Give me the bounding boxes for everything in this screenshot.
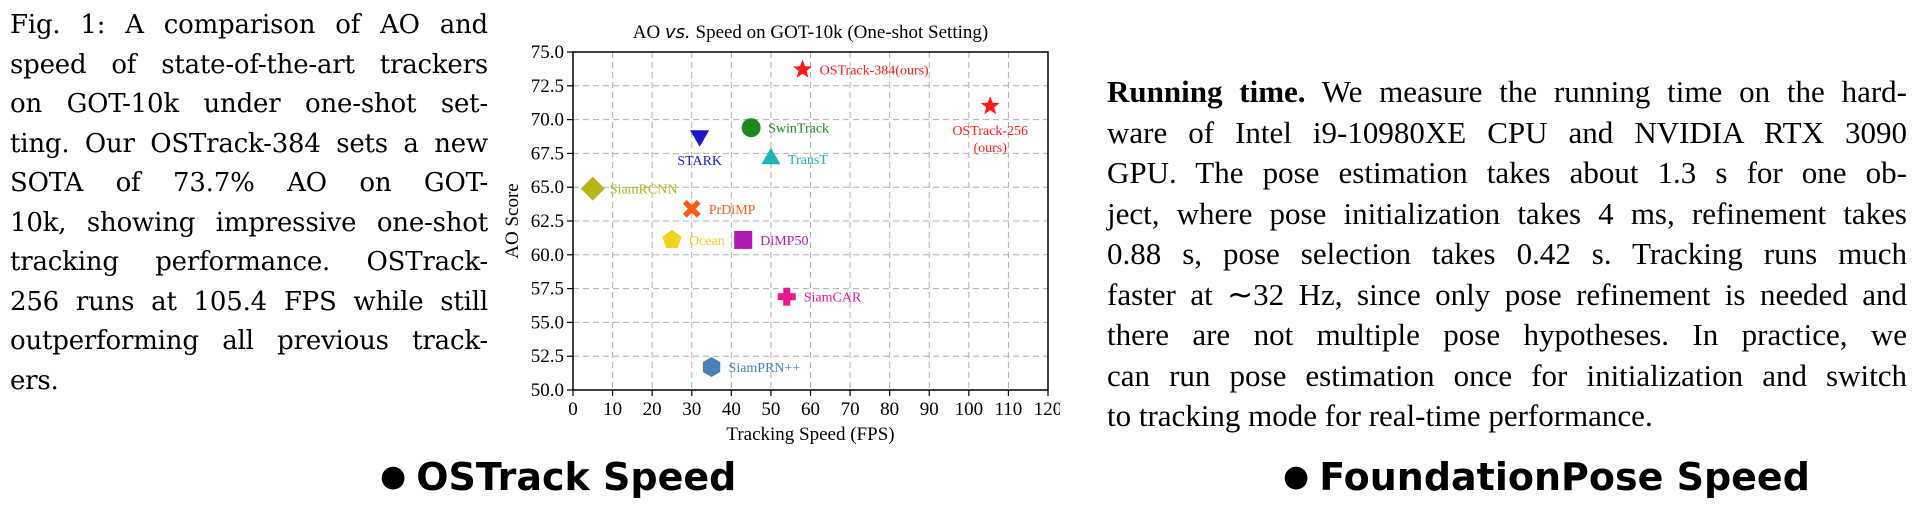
y-tick-label: 60.0 <box>531 245 564 266</box>
paragraph-line: GPU. The pose estimation takes about 1.3… <box>1107 155 1907 190</box>
paragraph-line: there are not multiple pose hypotheses. … <box>1107 317 1907 352</box>
point-label-dimp50: DiMP50 <box>760 234 808 249</box>
y-tick-label: 62.5 <box>531 211 564 232</box>
running-time-paragraph: Running time. We measure the running tim… <box>1107 72 1907 437</box>
point-label-stark: STARK <box>677 154 722 169</box>
chart-svg: AO vs. Speed on GOT-10k (One-shot Settin… <box>502 22 1060 445</box>
y-tick-label: 72.5 <box>531 76 564 97</box>
x-tick-label: 50 <box>761 399 780 420</box>
point-swintrack <box>741 118 761 138</box>
chart-title-suffix: Speed on GOT-10k (One-shot Setting) <box>691 22 988 43</box>
y-tick-label: 70.0 <box>531 110 564 131</box>
caption-line: 256 runs at 105.4 FPS while still <box>10 286 488 317</box>
caption-line: on GOT-10k under one-shot set- <box>10 89 488 119</box>
y-tick-label: 67.5 <box>531 143 564 164</box>
paragraph-line: ject, where pose initialization takes 4 … <box>1107 195 1907 231</box>
paragraph-line: ware of Intel i9-10980XE CPU and NVIDIA … <box>1107 114 1907 150</box>
bullet-icon: ● <box>380 459 407 494</box>
x-tick-label: 90 <box>920 399 939 420</box>
y-tick-label: 55.0 <box>531 312 564 333</box>
paragraph-line: 0.88 s, pose selection takes 0.42 s. Tra… <box>1107 236 1907 271</box>
caption-line: Fig. 1: A comparison of AO and <box>10 10 488 40</box>
point-label-ocean: Ocean <box>689 234 725 249</box>
point-prdimp-stroke <box>682 199 701 218</box>
figure-caption: Fig. 1: A comparison of AO and speed of … <box>10 6 488 401</box>
x-tick-label: 70 <box>841 399 860 420</box>
y-tick-label: 57.5 <box>531 279 564 300</box>
point-siamprn <box>702 357 721 377</box>
y-tick-label: 65.0 <box>531 177 564 198</box>
point-label-ostrack-256-line2: (ours) <box>973 141 1007 156</box>
caption-line: SOTA of 73.7% AO on GOT- <box>10 168 488 198</box>
foundationpose-speed-label: ● FoundationPose Speed <box>1283 455 1810 499</box>
point-label-siamprn: SiamPRN++ <box>729 361 801 376</box>
x-tick-label: 20 <box>643 399 662 420</box>
y-axis-label: AO Score <box>502 183 523 258</box>
x-tick-label: 60 <box>801 399 820 420</box>
caption-line: ers. <box>10 365 59 396</box>
y-tick-label: 75.0 <box>531 42 564 63</box>
x-tick-label: 80 <box>880 399 899 420</box>
bullet-icon: ● <box>1283 459 1310 494</box>
paragraph-heading: Running time. <box>1107 74 1306 109</box>
point-label-siamcar: SiamCAR <box>804 291 862 306</box>
point-siamcar-stroke <box>783 287 791 306</box>
section-label-text: FoundationPose Speed <box>1319 455 1810 499</box>
x-tick-label: 10 <box>603 399 622 420</box>
y-tick-label: 52.5 <box>531 346 564 367</box>
caption-line: speed of state-of-the-art trackers <box>10 49 488 80</box>
point-stark <box>690 130 710 147</box>
x-tick-label: 0 <box>568 399 578 420</box>
chart-title-vs: vs. <box>665 22 691 43</box>
point-label-prdimp: PrDiMP <box>709 203 756 218</box>
x-tick-label: 110 <box>995 399 1023 420</box>
point-transt <box>761 147 781 165</box>
x-tick-label: 40 <box>722 399 741 420</box>
point-label-ostrack-256: OSTrack-256 <box>952 124 1028 139</box>
point-siamrcnn <box>580 176 605 201</box>
chart-title: AO vs. Speed on GOT-10k (One-shot Settin… <box>633 22 988 43</box>
point-dimp50 <box>734 230 753 249</box>
point-label-transt: TransT <box>788 153 828 168</box>
x-axis-label: Tracking Speed (FPS) <box>726 424 894 445</box>
point-label-ostrack-384-ours: OSTrack-384(ours) <box>820 64 929 79</box>
x-tick-label: 120 <box>1034 399 1060 420</box>
caption-line: 10k, showing impressive one-shot <box>10 207 488 238</box>
ostrack-speed-label: ● OSTrack Speed <box>380 455 736 499</box>
paragraph-line: can run pose estimation once for initial… <box>1107 357 1907 393</box>
point-label-siamrcnn: SiamRCNN <box>610 183 678 198</box>
paragraph-line: Running time. We measure the running tim… <box>1107 72 1907 113</box>
paragraph-line: to tracking mode for real-time performan… <box>1107 398 1653 433</box>
x-tick-label: 30 <box>682 399 701 420</box>
paragraph-line: faster at ∼32 Hz, since only pose refine… <box>1107 276 1907 312</box>
caption-line: outperforming all previous track- <box>10 326 488 356</box>
paragraph-line-text: We measure the running time on the hard- <box>1305 74 1907 109</box>
x-tick-label: 100 <box>955 399 984 420</box>
y-tick-label: 50.0 <box>531 380 564 401</box>
point-ostrack-384-ours <box>793 59 813 78</box>
chart-title-prefix: AO <box>633 22 665 43</box>
caption-line: tracking performance. OSTrack- <box>10 247 488 277</box>
point-label-swintrack: SwinTrack <box>768 122 829 137</box>
caption-line: ting. Our OSTrack-384 sets a new <box>10 128 488 159</box>
point-ostrack-256 <box>980 96 1000 115</box>
scatter-chart: AO vs. Speed on GOT-10k (One-shot Settin… <box>500 10 1060 450</box>
point-ocean <box>662 229 682 248</box>
section-label-text: OSTrack Speed <box>416 455 737 499</box>
